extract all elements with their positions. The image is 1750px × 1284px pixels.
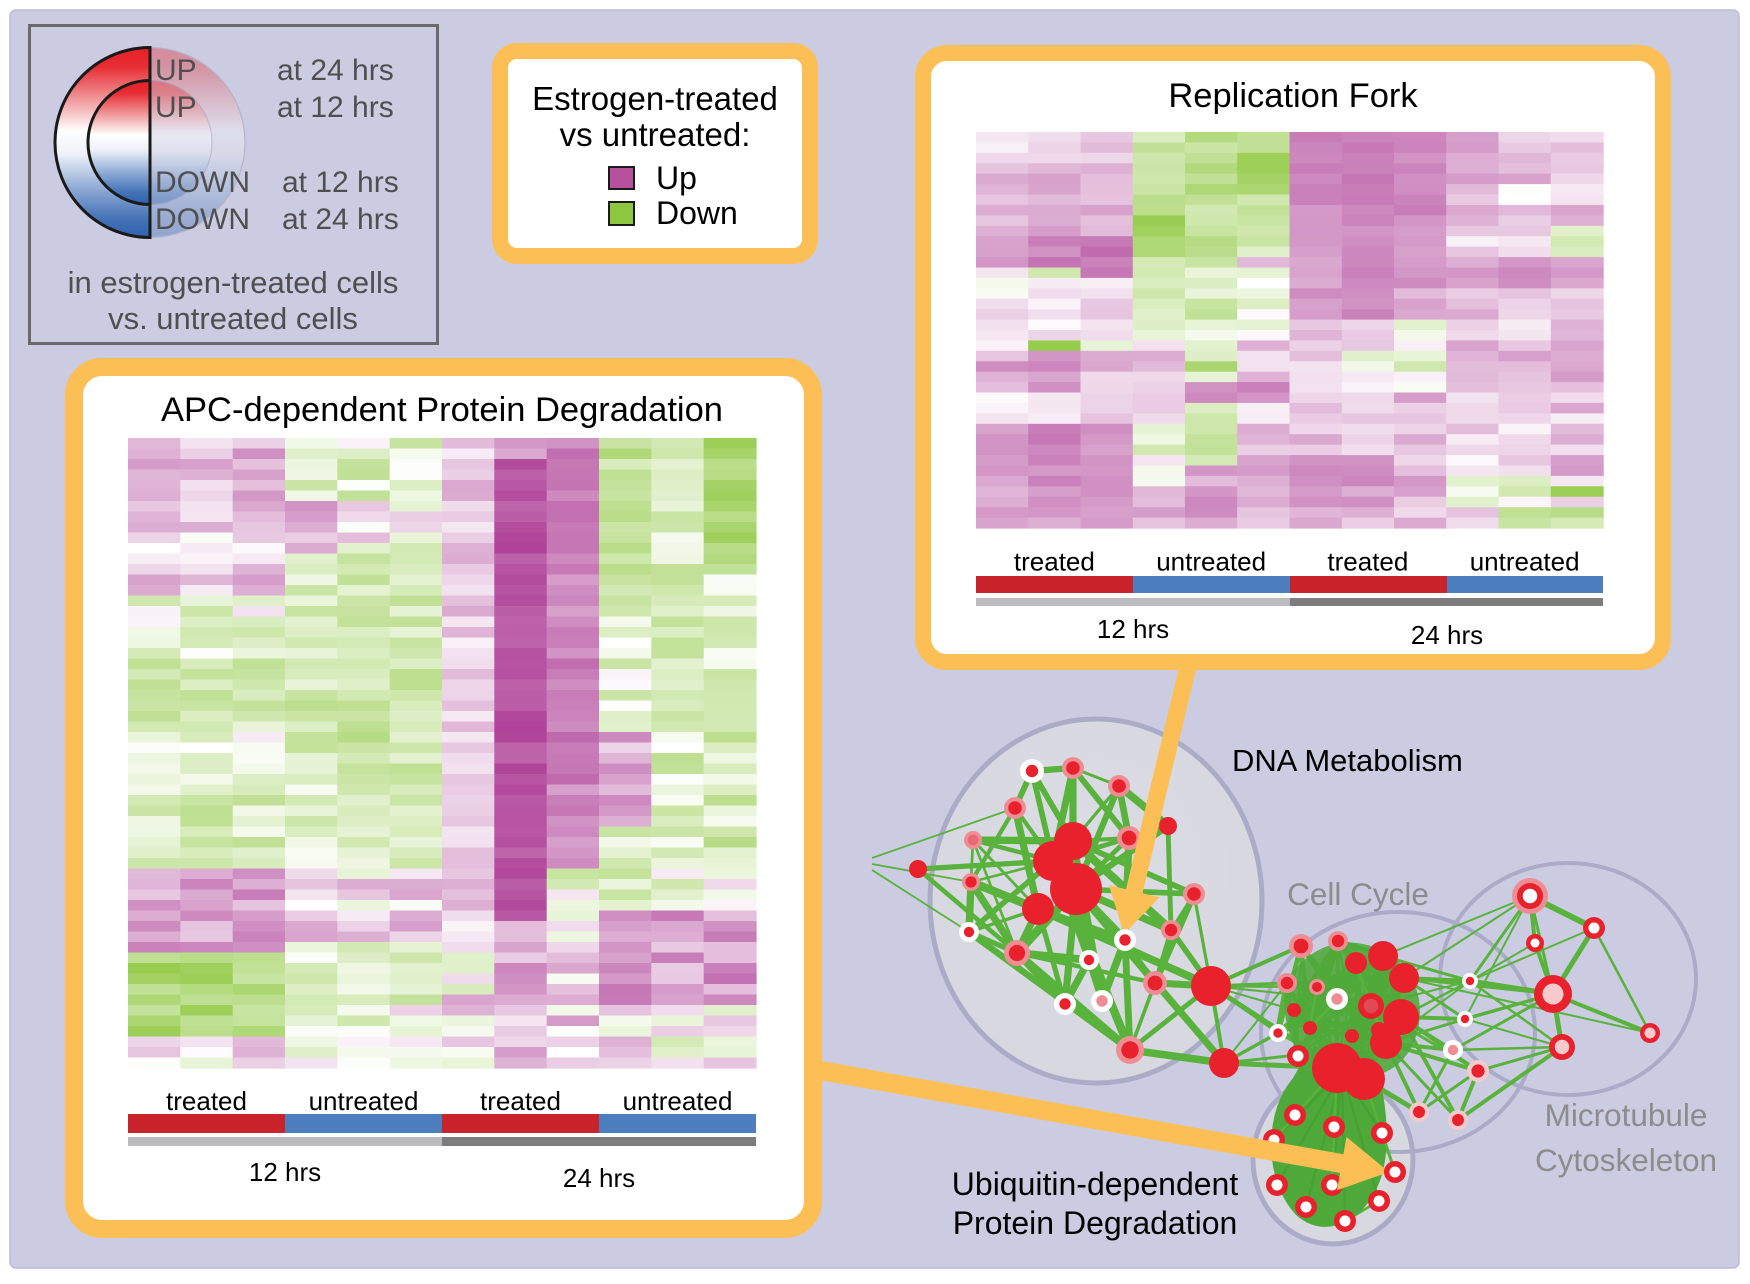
svg-text:Protein Degradation: Protein Degradation [953,1205,1238,1241]
svg-text:untreated: untreated [623,1086,733,1116]
svg-text:UP: UP [155,54,197,87]
svg-text:DOWN: DOWN [155,203,250,236]
svg-text:Ubiquitin-dependent: Ubiquitin-dependent [952,1166,1239,1202]
svg-text:DNA Metabolism: DNA Metabolism [1232,743,1463,778]
svg-text:vs. untreated cells: vs. untreated cells [108,301,358,336]
svg-text:treated: treated [1327,547,1408,577]
svg-text:24 hrs: 24 hrs [1411,620,1483,650]
svg-text:Cytoskeleton: Cytoskeleton [1535,1142,1717,1178]
svg-text:12 hrs: 12 hrs [1097,614,1169,644]
svg-text:Replication Fork: Replication Fork [1168,77,1418,115]
svg-text:at 24 hrs: at 24 hrs [282,203,399,236]
svg-text:untreated: untreated [1470,547,1580,577]
svg-text:vs untreated:: vs untreated: [560,116,751,153]
svg-text:Estrogen-treated: Estrogen-treated [532,80,778,117]
svg-text:UP: UP [155,91,197,124]
svg-text:Down: Down [656,195,738,231]
svg-text:untreated: untreated [309,1086,419,1116]
svg-text:in estrogen-treated cells: in estrogen-treated cells [68,265,399,300]
svg-text:APC-dependent Protein Degradat: APC-dependent Protein Degradation [161,391,723,429]
svg-text:at 24 hrs: at 24 hrs [277,54,394,87]
svg-text:DOWN: DOWN [155,166,250,199]
svg-text:Microtubule: Microtubule [1545,1097,1708,1133]
svg-text:Cell Cycle: Cell Cycle [1287,876,1429,912]
svg-text:at 12 hrs: at 12 hrs [282,166,399,199]
svg-text:Up: Up [656,160,697,196]
svg-text:at 12 hrs: at 12 hrs [277,91,394,124]
svg-text:treated: treated [480,1086,561,1116]
svg-text:24 hrs: 24 hrs [563,1163,635,1193]
svg-text:12 hrs: 12 hrs [249,1157,321,1187]
svg-text:treated: treated [166,1086,247,1116]
svg-text:untreated: untreated [1156,547,1266,577]
svg-text:treated: treated [1014,547,1095,577]
